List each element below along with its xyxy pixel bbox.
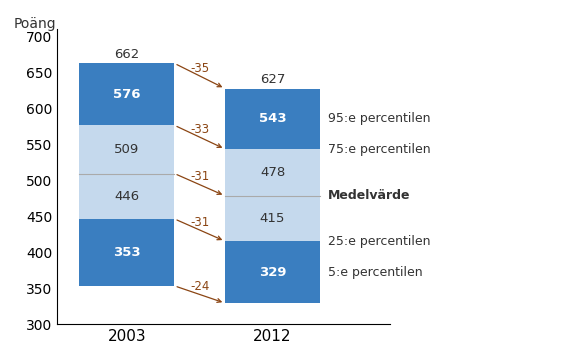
Bar xyxy=(80,63,174,125)
Bar xyxy=(80,174,174,219)
Text: 329: 329 xyxy=(259,266,286,279)
Bar xyxy=(225,196,320,241)
Text: 543: 543 xyxy=(259,112,286,125)
Bar xyxy=(225,89,320,149)
Text: 662: 662 xyxy=(114,48,140,61)
Text: 478: 478 xyxy=(260,166,285,179)
Text: 5:e percentilen: 5:e percentilen xyxy=(328,266,422,279)
Text: Poäng: Poäng xyxy=(14,17,57,31)
Text: 353: 353 xyxy=(113,246,141,259)
Text: 25:e percentilen: 25:e percentilen xyxy=(328,235,430,248)
Bar xyxy=(80,219,174,286)
Text: 415: 415 xyxy=(260,212,285,225)
Bar xyxy=(225,149,320,196)
Text: -31: -31 xyxy=(190,170,209,183)
Text: 75:e percentilen: 75:e percentilen xyxy=(328,143,430,156)
Text: -24: -24 xyxy=(190,280,209,293)
Text: -31: -31 xyxy=(190,216,209,229)
Text: 95:e percentilen: 95:e percentilen xyxy=(328,112,430,125)
Text: Medelvärde: Medelvärde xyxy=(328,189,410,202)
Text: -35: -35 xyxy=(190,62,209,75)
Text: 627: 627 xyxy=(260,73,285,86)
Text: -33: -33 xyxy=(190,123,209,136)
Bar xyxy=(225,241,320,303)
Text: 509: 509 xyxy=(114,143,140,156)
Text: 446: 446 xyxy=(115,190,139,203)
Text: 576: 576 xyxy=(113,88,141,101)
Bar xyxy=(80,125,174,174)
